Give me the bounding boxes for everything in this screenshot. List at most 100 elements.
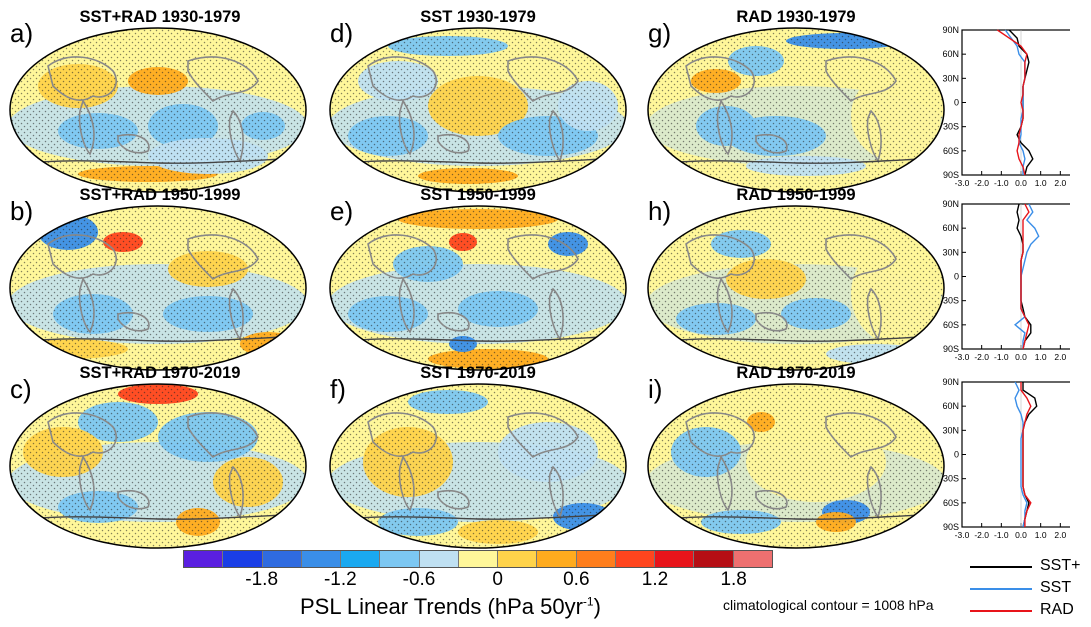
colorbar-tick-label: -1.8 bbox=[245, 569, 279, 590]
panel-label: d) bbox=[330, 18, 354, 48]
panel-title: SST+RAD 1930-1979 bbox=[79, 8, 241, 26]
legend-entry: SST bbox=[970, 578, 1090, 600]
colorbar-title: PSL Linear Trends (hPa 50yr-1) bbox=[300, 594, 601, 619]
panel-title: SST 1950-1999 bbox=[420, 186, 536, 204]
y-tick-label: 30S bbox=[943, 296, 959, 306]
y-tick-label: 90S bbox=[943, 522, 959, 532]
panel-title: SST 1930-1979 bbox=[420, 8, 536, 26]
trend-map bbox=[9, 27, 307, 193]
y-tick-label: 30S bbox=[943, 474, 959, 484]
x-tick-label: 1.0 bbox=[1035, 530, 1047, 540]
y-tick-label: 60N bbox=[942, 49, 959, 59]
panel-label: g) bbox=[648, 18, 672, 48]
climatological-note: climatological contour = 1008 hPa bbox=[723, 597, 934, 613]
panel-title: SST 1970-2019 bbox=[420, 364, 536, 382]
y-tick-label: 60S bbox=[943, 146, 959, 156]
legend-swatch bbox=[970, 588, 1032, 590]
series-line-sst bbox=[1004, 29, 1026, 175]
x-tick-label: 0.0 bbox=[1015, 352, 1027, 362]
y-tick-label: 60N bbox=[942, 223, 959, 233]
x-tick-label: 1.0 bbox=[1035, 352, 1047, 362]
x-tick-label: -3.0 bbox=[955, 530, 970, 540]
legend-label: SST bbox=[1040, 579, 1072, 596]
y-tick-label: 30N bbox=[942, 425, 959, 435]
x-tick-label: -3.0 bbox=[955, 178, 970, 188]
y-tick-label: 0 bbox=[954, 450, 959, 460]
panel-title: RAD 1970-2019 bbox=[736, 364, 856, 382]
colorbar-box bbox=[458, 551, 499, 567]
colorbar-box bbox=[262, 551, 302, 567]
trend-map bbox=[329, 383, 627, 549]
panel-title: SST+RAD 1970-2019 bbox=[79, 364, 241, 382]
x-tick-label: 2.0 bbox=[1054, 352, 1066, 362]
colorbar-box bbox=[655, 551, 695, 567]
y-tick-label: 30S bbox=[943, 122, 959, 132]
x-tick-label: 0.0 bbox=[1015, 178, 1027, 188]
legend-swatch bbox=[970, 566, 1032, 568]
colorbar-box bbox=[576, 551, 616, 567]
legend-entry: RAD bbox=[970, 600, 1090, 622]
trend-map bbox=[329, 205, 627, 371]
x-tick-label: 1.0 bbox=[1035, 178, 1047, 188]
trend-map bbox=[9, 205, 307, 371]
panel-label: b) bbox=[10, 196, 34, 226]
panel-label: c) bbox=[10, 374, 32, 404]
colorbar-tick-label: -1.2 bbox=[323, 569, 357, 590]
colorbar-box bbox=[223, 551, 263, 567]
panel-label: h) bbox=[648, 196, 672, 226]
colorbar-tick-label: 0 bbox=[492, 569, 503, 590]
y-tick-label: 90S bbox=[943, 170, 959, 180]
colorbar-box bbox=[184, 551, 224, 567]
y-tick-label: 90N bbox=[942, 25, 959, 35]
series-line-rad bbox=[1020, 382, 1032, 527]
y-tick-label: 30N bbox=[942, 247, 959, 257]
profile-frame bbox=[961, 29, 1070, 176]
panel-title: RAD 1930-1979 bbox=[736, 8, 856, 26]
panel-label: f) bbox=[330, 374, 346, 404]
trend-map bbox=[647, 27, 945, 193]
x-tick-label: -1.0 bbox=[994, 352, 1009, 362]
colorbar-tick-label: 1.2 bbox=[641, 569, 669, 590]
trend-map bbox=[647, 205, 945, 371]
trend-map bbox=[9, 383, 307, 549]
panel-title: RAD 1950-1999 bbox=[736, 186, 856, 204]
profile-legend: SST+ SST RAD bbox=[970, 556, 1090, 622]
panel-label: i) bbox=[648, 374, 663, 404]
legend-label: SST+ bbox=[1040, 557, 1081, 574]
colorbar-box bbox=[380, 551, 420, 567]
y-tick-label: 60S bbox=[943, 320, 959, 330]
profile-frame bbox=[961, 381, 1070, 528]
trend-map bbox=[329, 27, 627, 193]
series-line-sst bbox=[1014, 381, 1028, 528]
x-tick-label: -2.0 bbox=[974, 352, 989, 362]
profile-frame bbox=[961, 203, 1070, 350]
colorbar-box bbox=[537, 551, 577, 567]
y-tick-label: 60N bbox=[942, 401, 959, 411]
colorbar-box bbox=[498, 551, 538, 567]
y-tick-label: 90N bbox=[942, 377, 959, 387]
profile-plot: 90N 60N 30N 0 30S 60S 90S-3.0 -2.0 -1.0 0.0 1.0 2.0… bbox=[942, 377, 1070, 540]
colorbar-box bbox=[301, 551, 342, 567]
x-tick-label: -2.0 bbox=[974, 178, 989, 188]
colorbar-tick-label: 0.6 bbox=[563, 569, 590, 590]
y-tick-label: 90S bbox=[943, 344, 959, 354]
colorbar-box bbox=[733, 551, 772, 567]
series-line-rad bbox=[997, 29, 1028, 176]
colorbar-tick-label: 1.8 bbox=[720, 569, 747, 590]
legend-label: RAD bbox=[1040, 601, 1074, 618]
x-tick-label: -1.0 bbox=[994, 178, 1009, 188]
y-tick-label: 60S bbox=[943, 498, 959, 508]
colorbar-box bbox=[694, 551, 734, 567]
colorbar-tick-label: -0.6 bbox=[402, 569, 436, 590]
panel-label: a) bbox=[10, 18, 34, 48]
x-tick-label: -2.0 bbox=[974, 530, 989, 540]
panel-title: SST+RAD 1950-1999 bbox=[79, 186, 241, 204]
colorbar-box bbox=[341, 551, 381, 567]
x-tick-label: -3.0 bbox=[955, 352, 970, 362]
colorbar-box bbox=[419, 551, 459, 567]
y-tick-label: 90N bbox=[942, 199, 959, 209]
series-line-rad bbox=[1020, 203, 1030, 350]
colorbar bbox=[183, 550, 773, 568]
y-tick-label: 0 bbox=[954, 272, 959, 282]
profile-plot: 90N 60N 30N 0 30S 60S 90S-3.0 -2.0 -1.0 0.0 1.0 2.0… bbox=[942, 199, 1070, 362]
